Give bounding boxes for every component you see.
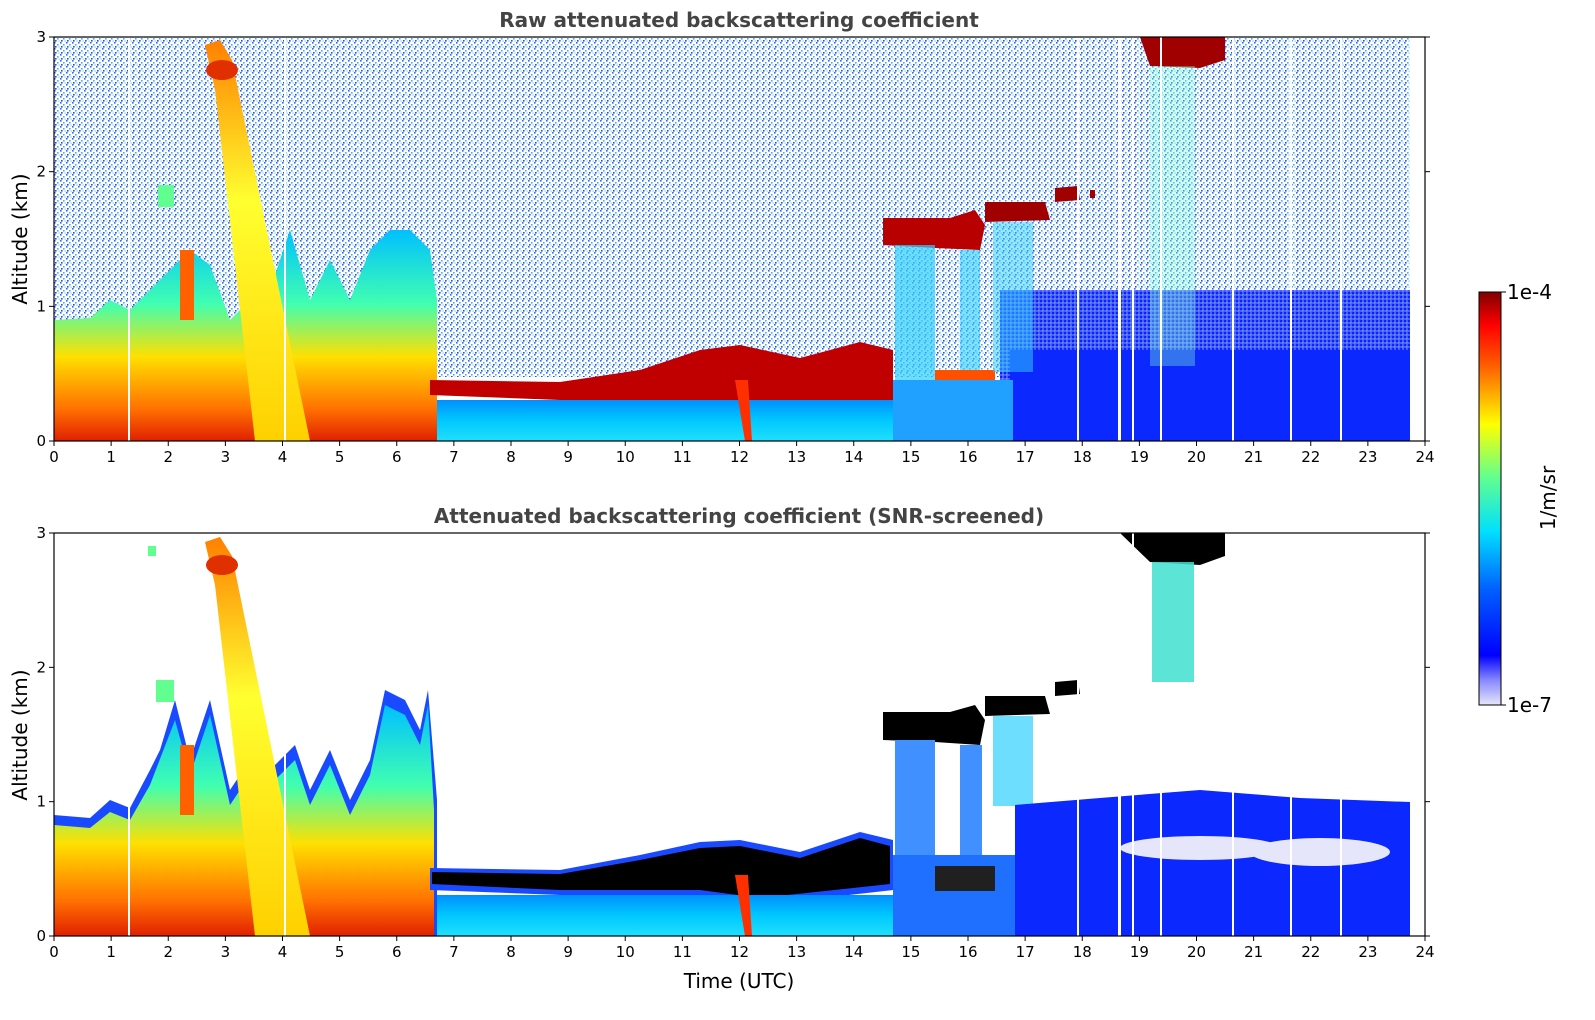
x-tick-label: 2 bbox=[163, 943, 173, 961]
x-tick-label: 1 bbox=[106, 943, 116, 961]
x-tick-label: 14 bbox=[844, 943, 863, 961]
x-tick-label: 23 bbox=[1358, 448, 1377, 466]
x-tick-label: 21 bbox=[1244, 448, 1263, 466]
x-tick-label: 12 bbox=[730, 448, 749, 466]
panel-raw: Raw attenuated backscattering coefficien… bbox=[8, 8, 1435, 466]
colorbar-min-label: 1e-7 bbox=[1507, 693, 1552, 717]
panel-title: Attenuated backscattering coefficient (S… bbox=[434, 504, 1044, 528]
x-tick-label: 19 bbox=[1130, 943, 1149, 961]
x-tick-label: 0 bbox=[49, 448, 59, 466]
y-tick-label: 1 bbox=[36, 297, 46, 315]
x-tick-label: 11 bbox=[673, 448, 692, 466]
x-tick-label: 17 bbox=[1016, 943, 1035, 961]
x-tick-label: 15 bbox=[901, 448, 920, 466]
colorbar-label: 1/m/sr bbox=[1536, 465, 1560, 530]
x-tick-label: 3 bbox=[221, 943, 231, 961]
y-tick-label: 0 bbox=[36, 432, 46, 450]
x-tick-label: 20 bbox=[1187, 943, 1206, 961]
y-tick-label: 2 bbox=[36, 163, 46, 181]
x-tick-label: 2 bbox=[163, 448, 173, 466]
x-tick-label: 24 bbox=[1415, 448, 1434, 466]
x-tick-label: 8 bbox=[506, 448, 516, 466]
x-tick-label: 24 bbox=[1415, 943, 1434, 961]
x-tick-label: 10 bbox=[616, 943, 635, 961]
x-tick-label: 19 bbox=[1130, 448, 1149, 466]
y-tick-label: 1 bbox=[36, 793, 46, 811]
x-tick-label: 5 bbox=[335, 448, 345, 466]
x-tick-label: 10 bbox=[616, 448, 635, 466]
x-tick-label: 17 bbox=[1016, 448, 1035, 466]
colorbar: 1e-4 1e-7 1/m/sr bbox=[1478, 280, 1560, 717]
y-axis-label: Altitude (km) bbox=[8, 173, 32, 304]
panel-title: Raw attenuated backscattering coefficien… bbox=[499, 8, 979, 32]
panel-screened: Attenuated backscattering coefficient (S… bbox=[8, 504, 1435, 993]
x-tick-label: 6 bbox=[392, 448, 402, 466]
x-tick-label: 15 bbox=[901, 943, 920, 961]
x-tick-label: 14 bbox=[844, 448, 863, 466]
x-tick-label: 23 bbox=[1358, 943, 1377, 961]
y-tick-label: 0 bbox=[36, 927, 46, 945]
x-tick-label: 5 bbox=[335, 943, 345, 961]
x-tick-label: 16 bbox=[958, 448, 977, 466]
x-tick-label: 11 bbox=[673, 943, 692, 961]
colorbar-gradient bbox=[1478, 291, 1502, 706]
x-tick-label: 7 bbox=[449, 943, 459, 961]
y-tick-label: 2 bbox=[36, 658, 46, 676]
y-tick-label: 3 bbox=[36, 524, 46, 542]
x-tick-label: 4 bbox=[278, 448, 288, 466]
axis-ticks: 0 1 2 3 4 5 6 7 8 9 10 11 12 13 14 15 16 17 18 19 20 21 22 23 24… bbox=[36, 524, 1434, 961]
x-tick-label: 13 bbox=[787, 448, 806, 466]
heatmap-image bbox=[54, 533, 1425, 936]
y-tick-label: 3 bbox=[36, 28, 46, 46]
x-tick-label: 12 bbox=[730, 943, 749, 961]
x-tick-label: 13 bbox=[787, 943, 806, 961]
colorbar-max-label: 1e-4 bbox=[1507, 280, 1552, 304]
x-tick-label: 22 bbox=[1301, 943, 1320, 961]
x-tick-label: 9 bbox=[563, 943, 573, 961]
heatmap-image bbox=[54, 37, 1425, 441]
x-tick-label: 21 bbox=[1244, 943, 1263, 961]
x-tick-label: 16 bbox=[958, 943, 977, 961]
x-tick-label: 18 bbox=[1073, 448, 1092, 466]
x-tick-label: 8 bbox=[506, 943, 516, 961]
x-tick-label: 18 bbox=[1073, 943, 1092, 961]
x-axis-label: Time (UTC) bbox=[683, 969, 795, 993]
x-tick-label: 22 bbox=[1301, 448, 1320, 466]
x-tick-label: 0 bbox=[49, 943, 59, 961]
axis-ticks: 0 1 2 3 4 5 6 7 8 9 10 11 12 13 14 15 16 17 18 19 20 21 22 23 24… bbox=[36, 28, 1434, 466]
x-tick-label: 9 bbox=[563, 448, 573, 466]
x-tick-label: 7 bbox=[449, 448, 459, 466]
x-tick-label: 4 bbox=[278, 943, 288, 961]
y-axis-label: Altitude (km) bbox=[8, 669, 32, 800]
x-tick-label: 6 bbox=[392, 943, 402, 961]
x-tick-label: 3 bbox=[221, 448, 231, 466]
x-tick-label: 20 bbox=[1187, 448, 1206, 466]
x-tick-label: 1 bbox=[106, 448, 116, 466]
